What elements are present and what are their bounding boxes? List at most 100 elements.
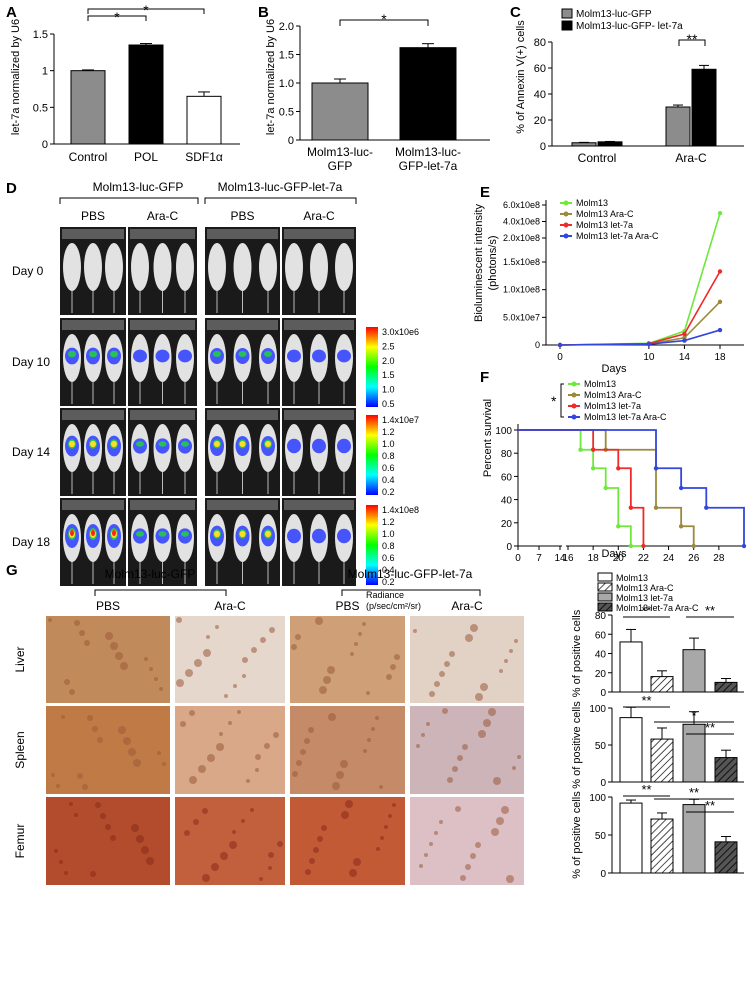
- panel-g-texture: [416, 744, 420, 748]
- panel-g-texture: [61, 715, 65, 719]
- panel-g-group-bracket: [341, 589, 481, 596]
- panel-e-xlabel: Days: [601, 363, 627, 375]
- panel-e-ylabel2: (photons/s): [487, 235, 499, 290]
- panel-g-texture: [353, 858, 361, 866]
- panel-f-ytick-label: 40: [501, 496, 513, 507]
- panel-g-texture: [100, 813, 106, 819]
- panel-d-signal: [214, 530, 220, 538]
- panel-d-tile-strip: [62, 410, 124, 420]
- panel-c-chart: 0 20 40 60 80 Control Ara-C Molm13-luc-GFPMolm1…: [534, 8, 744, 165]
- panel-d-radiance-label: Radiance: [366, 590, 404, 600]
- panel-g-group-label: Molm13-luc-GFP-let-7a: [348, 567, 473, 581]
- panel-d-col-label: Ara-C: [147, 209, 179, 223]
- panel-g-texture: [215, 625, 219, 629]
- panel-g-texture: [202, 874, 210, 882]
- panel-d-col-label: PBS: [81, 209, 105, 223]
- panel-e-label: E: [480, 184, 490, 201]
- panel-g-texture: [462, 744, 468, 750]
- panel-g-ytick-label: 0: [600, 688, 606, 699]
- panel-a-ytick-label: 0.5: [33, 102, 48, 114]
- panel-g-ylabel: % of positive cells: [571, 609, 583, 697]
- panel-g-texture: [97, 737, 103, 743]
- panel-a-sig-bracket: [87, 15, 147, 21]
- panel-f-point: [616, 524, 621, 529]
- panel-d-tile-strip: [130, 410, 195, 420]
- panel-g-texture: [123, 737, 131, 745]
- panel-b-ytick-label: 1.0: [279, 78, 294, 90]
- panel-g-texture: [470, 853, 476, 859]
- panel-c-legend-label: Molm13-luc-GFP- let-7a: [576, 21, 683, 32]
- panel-e-ytick-label: 5.0x10e7: [503, 312, 540, 322]
- panel-g-texture: [133, 759, 141, 767]
- panel-d-mouse: [259, 243, 277, 291]
- panel-g-texture: [354, 642, 358, 646]
- panel-a-xtick-label: POL: [134, 150, 158, 164]
- panel-g-texture: [219, 732, 223, 736]
- panel-g-texture: [246, 779, 250, 783]
- panel-d-scale-tick: 1.2: [382, 517, 395, 527]
- panel-g-bar: [619, 641, 643, 693]
- panel-g-texture: [380, 836, 384, 840]
- panel-c-ytick-label: 80: [534, 37, 546, 49]
- panel-g-texture: [328, 713, 336, 721]
- panel-g-texture: [207, 754, 215, 762]
- panel-g-texture: [105, 824, 111, 830]
- panel-g-texture: [220, 852, 228, 860]
- panel-e-xtick-label: 18: [714, 352, 726, 363]
- panel-d-signal: [70, 530, 74, 536]
- panel-d-signal: [89, 350, 97, 358]
- panel-g-bar: [682, 804, 706, 874]
- panel-b-xtick-label: Molm13-luc-: [307, 145, 373, 159]
- panel-g-image-tile: [46, 706, 170, 794]
- panel-f-xtick-label: 14: [554, 553, 566, 564]
- panel-g-texture: [465, 634, 473, 642]
- panel-b-ytick-label: 2.0: [279, 21, 294, 33]
- panel-d-tile-strip: [284, 229, 354, 239]
- panel-g-sig-star: **: [689, 785, 699, 800]
- panel-g-texture: [131, 824, 139, 832]
- panel-g-texture: [84, 640, 90, 646]
- panel-d-tile-strip: [130, 500, 195, 510]
- panel-f-point: [653, 466, 659, 471]
- panel-d-tile-strip: [207, 410, 278, 420]
- panel-d-signal: [213, 351, 221, 357]
- panel-g-sig-star: *: [691, 708, 696, 723]
- panel-b-bar: [311, 82, 369, 141]
- panel-g-bar: [714, 757, 738, 783]
- panel-d-signal: [214, 441, 220, 447]
- panel-a-bar: [186, 95, 222, 145]
- panel-g-texture: [426, 722, 430, 726]
- panel-f-point: [616, 466, 621, 471]
- panel-f-xtick-label: 20: [613, 553, 625, 564]
- panel-c-ylabel: % of Annexin V(+) cells: [515, 20, 527, 134]
- panel-f-point: [678, 524, 684, 529]
- panel-d-tile-strip: [62, 500, 124, 510]
- panel-c-ytick-label: 20: [534, 115, 546, 127]
- panel-g-texture: [77, 773, 83, 779]
- panel-g-sig-star: **: [641, 693, 651, 708]
- panel-g-bar: [650, 818, 674, 874]
- panel-g-texture: [295, 634, 301, 640]
- panel-d-signal: [312, 528, 326, 544]
- panel-g-texture: [255, 754, 261, 760]
- panel-g-ytick-label: 50: [595, 741, 607, 752]
- panel-g-legend-label: Molm13 let-7a Ara-C: [616, 603, 699, 613]
- panel-f-point: [704, 505, 709, 510]
- panel-g-texture: [56, 784, 60, 788]
- panel-g-bar: [682, 723, 706, 783]
- panel-g-ytick-label: 50: [595, 831, 607, 842]
- panel-g-texture: [264, 743, 270, 749]
- panel-g-texture: [202, 808, 208, 814]
- panel-d-signal: [158, 441, 167, 447]
- panel-d-signal: [111, 440, 117, 448]
- panel-e-series-line: [559, 271, 721, 346]
- panel-g-texture: [478, 730, 486, 738]
- panel-g-texture: [206, 635, 210, 639]
- panel-d-scale-tick: 0.2: [382, 577, 395, 587]
- panel-c-xtick-label: Ara-C: [675, 151, 707, 165]
- panel-d-mouse: [335, 243, 353, 291]
- panel-g-texture: [157, 751, 161, 755]
- panel-d-signal: [133, 349, 147, 363]
- panel-d-signal: [287, 528, 301, 544]
